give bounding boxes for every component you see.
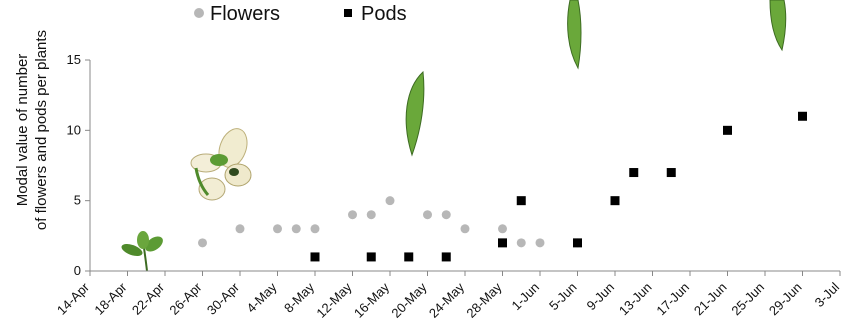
flowers-point [516,238,526,248]
x-tick-label: 13-Jun [616,280,655,319]
x-tick-label: 4-May [243,279,279,315]
x-tick-label: 26-Apr [166,279,205,318]
y-axis-title-line1: Modal value of number [14,54,31,207]
x-tick-label: 28-May [463,279,505,321]
flowers-point [310,224,320,234]
legend-flowers-marker [194,8,204,18]
pea-pod-icon [405,0,787,157]
x-tick-label: 3-Jul [812,279,842,310]
x-tick-label: 16-May [351,279,393,321]
x-tick-label: 12-May [313,279,355,321]
pods-point [516,196,526,206]
legend: Flowers Pods [194,3,407,25]
flowers-point [385,196,395,206]
y-axis-title-line2: of flowers and pods per plants [33,30,50,230]
x-tick-label: 14-Apr [54,279,93,318]
flowers-point [498,224,507,234]
pods-point [798,111,807,121]
x-tick-label: 20-May [388,279,430,321]
data-marks [198,111,807,262]
seedling-icon [121,231,163,272]
flowers-point [535,238,545,248]
flowers-point [460,224,470,234]
flowers-point [348,210,357,220]
flowers-point [366,210,376,220]
x-tick-label: 5-Jun [546,280,580,314]
flowers-point [198,238,207,248]
pods-point [498,238,507,248]
x-tick-label: 21-Jun [691,280,730,319]
x-tick-label: 24-May [426,279,468,321]
pods-point [666,168,676,178]
pods-point [723,125,732,135]
y-axis-title: Modal value of number of flowers and pod… [14,30,50,230]
x-tick-label: 22-Apr [129,279,168,318]
x-tick-label: 17-Jun [653,280,692,319]
pods-point [310,252,320,262]
legend-pods-marker [344,9,352,17]
x-tick-label: 29-Jun [766,280,805,319]
y-tick-label: 15 [67,52,81,67]
y-tick-label: 5 [74,193,81,208]
x-tick-label: 25-Jun [728,280,767,319]
flowers-point [441,210,451,220]
x-tick-label: 18-Apr [91,279,130,318]
pods-point [441,252,451,262]
pea-flower-icon [190,128,252,201]
x-tick-label: 30-Apr [204,279,243,318]
pods-point [629,168,639,178]
axes: 0 5 10 15 14-Apr 18-Apr 22-Apr 26-Apr 30-Apr 4-Ma… [54,52,842,321]
x-tick-label: 1-Jun [509,280,543,314]
pods-point [610,196,620,206]
flowers-point [291,224,301,234]
flowers-point [273,224,282,234]
legend-flowers-label: Flowers [210,3,280,25]
y-tick-label: 0 [74,263,81,278]
flowers-point [423,210,432,220]
x-tick-label: 9-Jun [584,280,618,314]
pods-point [404,252,414,262]
flowers-point [235,224,245,234]
pods-point [573,238,582,248]
y-tick-label: 10 [67,122,81,137]
legend-pods-label: Pods [361,3,407,25]
pods-point [366,252,376,262]
